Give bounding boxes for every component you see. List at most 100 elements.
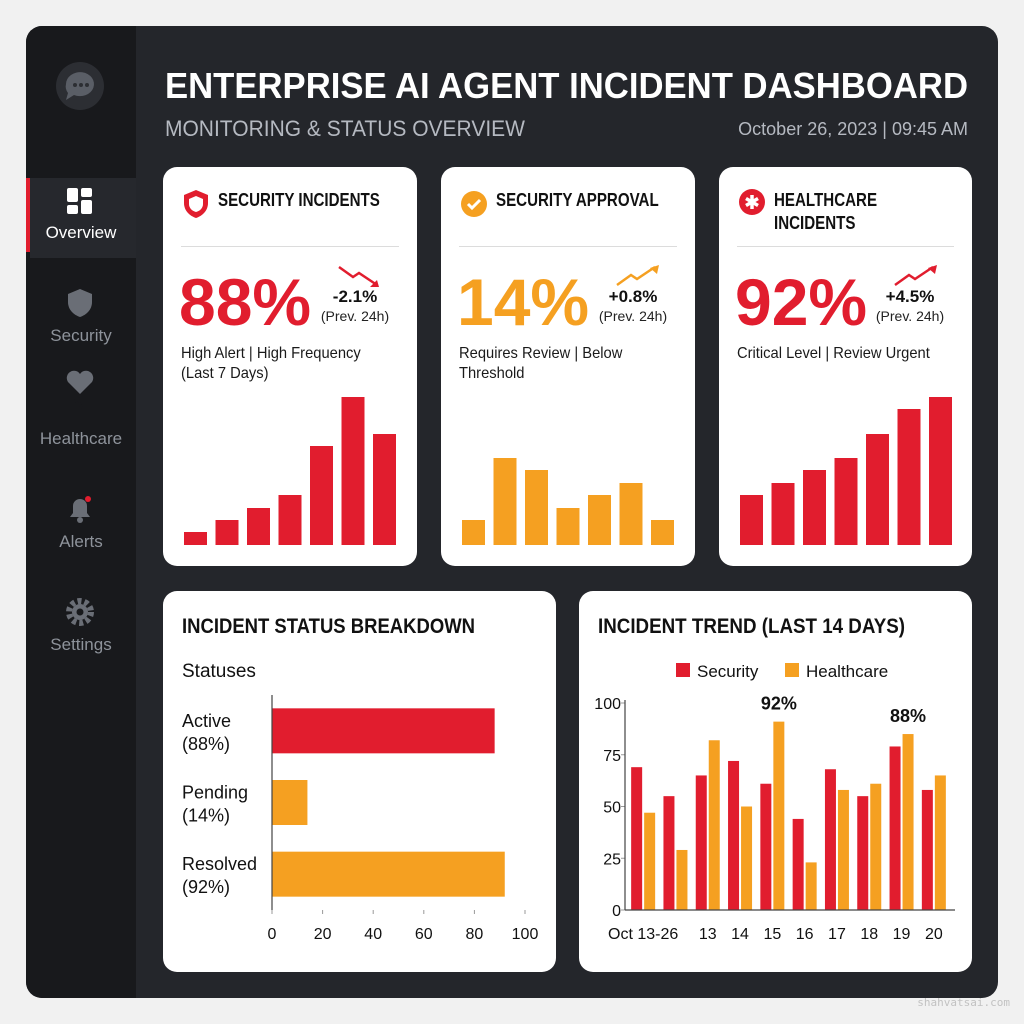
chart-title: INCIDENT STATUS BREAKDOWN <box>182 615 475 638</box>
mini-bar <box>588 495 611 545</box>
value-label: (88%) <box>182 734 230 754</box>
x-tick-label: 40 <box>364 926 382 943</box>
nav-label[interactable]: Overview <box>45 223 117 242</box>
mini-bar <box>184 532 207 545</box>
x-tick-label: 80 <box>466 926 484 943</box>
nav-label[interactable]: Alerts <box>59 532 103 551</box>
annotation: 92% <box>761 694 797 714</box>
nav-active-bar <box>26 178 30 252</box>
mini-bar <box>556 508 580 545</box>
bar <box>644 812 656 910</box>
mini-bar <box>866 434 889 545</box>
nav-label[interactable]: Settings <box>50 635 112 654</box>
bar <box>695 775 707 910</box>
nav-label[interactable]: Healthcare <box>39 429 123 448</box>
value-label: (92%) <box>182 877 230 897</box>
x-tick-label: 0 <box>268 926 277 943</box>
trend-up-icon <box>616 265 659 287</box>
bar <box>934 775 946 910</box>
mini-bar <box>462 520 485 545</box>
x-tick-label: 13 <box>699 926 717 943</box>
legend-label: Security <box>697 662 759 681</box>
x-tick-label: 20 <box>925 926 943 943</box>
mini-bar <box>341 397 365 545</box>
axis-title: Statuses <box>182 661 256 682</box>
mini-bar <box>310 446 333 545</box>
bar <box>760 783 772 910</box>
legend-swatch <box>676 663 690 677</box>
security-icon <box>68 289 92 317</box>
bar <box>272 851 505 897</box>
card-change: +4.5% (Prev. 24h) <box>862 287 958 325</box>
card-title: SECURITY APPROVAL <box>496 190 659 210</box>
mini-bar <box>897 409 921 545</box>
y-tick-label: 25 <box>603 851 621 868</box>
mini-bar <box>278 495 302 545</box>
trend-down-icon <box>338 265 379 287</box>
card-divider <box>737 246 954 247</box>
bar <box>857 796 869 910</box>
y-tick-label: 50 <box>603 800 621 817</box>
bar <box>792 818 804 910</box>
change-note: (Prev. 24h) <box>598 308 668 324</box>
mini-bar <box>740 495 763 545</box>
shield-icon <box>184 190 208 218</box>
card-title: SECURITY INCIDENTS <box>218 190 380 210</box>
bar <box>708 740 720 910</box>
bar <box>631 767 643 910</box>
card-divider <box>459 246 677 247</box>
page-subtitle: MONITORING & STATUS OVERVIEW <box>165 116 525 141</box>
card-title: HEALTHCARE INCIDENTS <box>774 190 878 233</box>
nav-label[interactable]: Security <box>50 326 112 345</box>
category-label: Active <box>182 711 231 731</box>
x-tick-label: 19 <box>893 926 911 943</box>
mini-bar <box>929 397 952 545</box>
x-tick-label: 15 <box>763 926 781 943</box>
category-label: Pending <box>182 783 248 803</box>
change-note: (Prev. 24h) <box>320 308 390 324</box>
card-value: 14% <box>457 265 590 339</box>
change-value: +0.8% <box>608 287 658 306</box>
page-title: ENTERPRISE AI AGENT INCIDENT DASHBOARD <box>165 65 968 106</box>
bar <box>889 746 901 910</box>
mini-bar <box>803 470 826 545</box>
bar <box>663 796 675 910</box>
check-icon <box>461 191 487 217</box>
bar <box>272 780 308 825</box>
annotation: 88% <box>890 706 926 726</box>
x-tick-label: 20 <box>314 926 332 943</box>
card-value: 88% <box>179 265 312 339</box>
settings-icon <box>66 598 94 626</box>
trend-up-icon <box>894 265 937 287</box>
datetime: October 26, 2023 | 09:45 AM <box>738 119 968 139</box>
mini-bar <box>493 458 517 545</box>
card-description: Critical Level | Review Urgent <box>737 345 930 362</box>
sidebar-icons <box>26 62 136 626</box>
card-description: Requires Review | Below Threshold <box>459 345 623 382</box>
mini-bar <box>619 483 643 545</box>
bar <box>921 789 933 910</box>
y-tick-label: 100 <box>594 696 621 713</box>
x-tick-label: 16 <box>796 926 814 943</box>
y-tick-label: 75 <box>603 748 621 765</box>
overview-icon <box>67 188 92 214</box>
x-tick-label: 17 <box>828 926 846 943</box>
card-change: +0.8% (Prev. 24h) <box>585 287 681 325</box>
card-divider <box>181 246 399 247</box>
mini-bar <box>247 508 270 545</box>
category-label: Resolved <box>182 854 257 874</box>
kpi-card: SECURITY APPROVAL 14% +0.8% (Prev. 24h) Requ… <box>441 167 695 566</box>
healthcare-icon <box>66 370 94 394</box>
mini-bar <box>771 483 795 545</box>
bar <box>728 760 740 910</box>
change-note: (Prev. 24h) <box>875 308 945 324</box>
x-tick-label: 100 <box>512 926 539 943</box>
change-value: +4.5% <box>885 287 935 306</box>
x-tick-label: 14 <box>731 926 749 943</box>
bar <box>676 849 688 910</box>
mini-bar <box>373 434 396 545</box>
alerts-icon <box>70 499 90 517</box>
chart-title: INCIDENT TREND (LAST 14 DAYS) <box>598 615 905 638</box>
bar <box>902 734 914 910</box>
